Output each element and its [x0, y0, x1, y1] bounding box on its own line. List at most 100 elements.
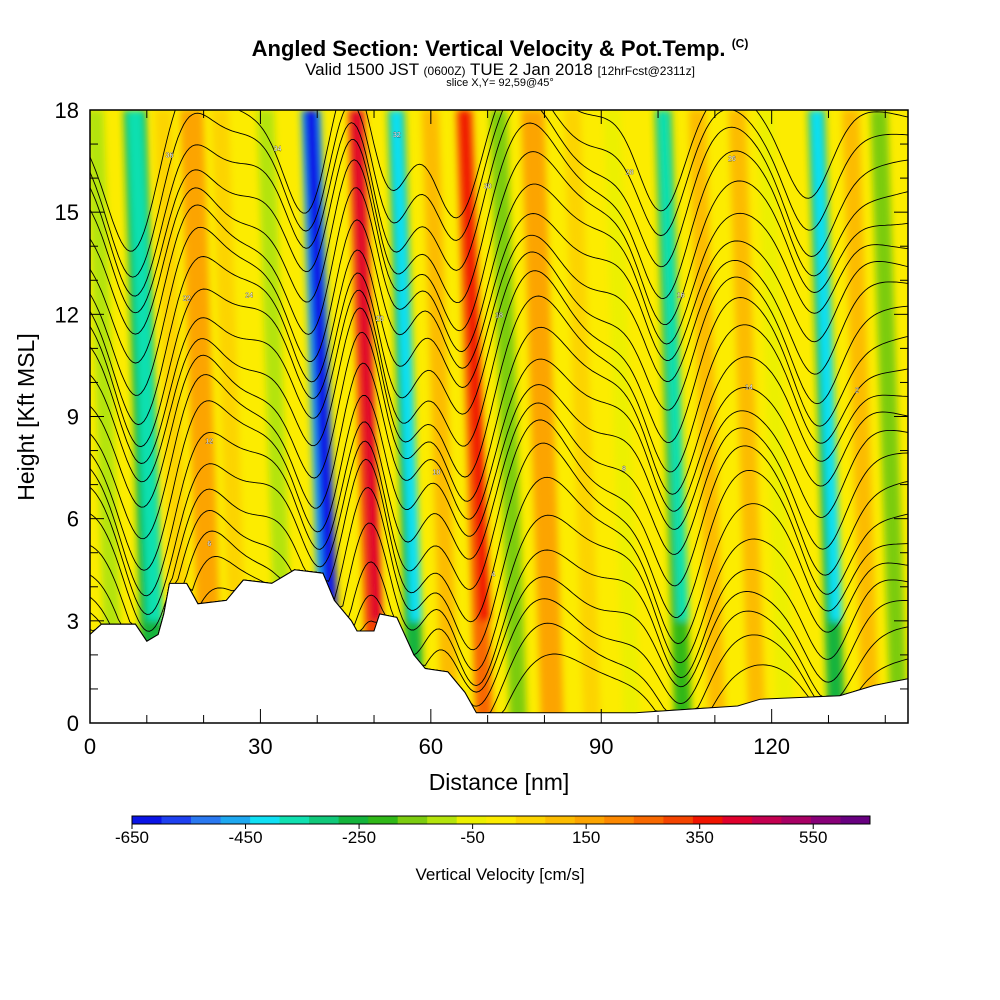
theta-contour [90, 234, 908, 426]
contour-labels: 36 34 32 30 28 26 24 22 20 18 16 14 12 10 8 6 4 2 [165, 132, 859, 579]
colorbar-swatch [722, 816, 753, 824]
velocity-band [688, 110, 726, 723]
chart-subtitle: Valid 1500 JST (0600Z) TUE 2 Jan 2018 [1… [0, 60, 1000, 80]
contour-label: 12 [205, 439, 213, 446]
contour-label: 24 [245, 292, 253, 299]
theta-contour [90, 514, 908, 671]
velocity-band [421, 110, 459, 723]
velocity-band [521, 110, 564, 723]
colorbar-swatch [191, 816, 221, 824]
y-tick-label: 15 [55, 200, 79, 225]
contour-label: 28 [626, 170, 634, 177]
theta-contours [90, 110, 908, 714]
velocity-band [211, 110, 249, 723]
x-tick-label: 120 [753, 734, 790, 759]
velocity-band [870, 110, 908, 723]
colorbar-swatch [633, 816, 664, 824]
colorbar-swatch [397, 816, 428, 824]
y-tick-label: 18 [55, 98, 79, 123]
x-tick-label: 90 [589, 734, 613, 759]
contour-label: 2 [855, 388, 859, 395]
theta-contour [90, 569, 908, 693]
y-tick-label: 3 [67, 609, 79, 634]
colorbar-swatch [279, 816, 310, 824]
colorbar-swatch [751, 816, 782, 824]
colorbar-label: -50 [460, 828, 485, 847]
velocity-band-core [304, 110, 338, 621]
colorbar-swatch [663, 816, 694, 824]
chart-title: Angled Section: Vertical Velocity & Pot.… [0, 36, 1000, 62]
theta-contour [90, 270, 908, 464]
colorbar-swatch [545, 816, 576, 824]
theta-contour [90, 110, 908, 252]
contour-label: 32 [393, 132, 401, 139]
theta-contour [90, 213, 908, 396]
velocity-band-core [657, 110, 690, 621]
chart-title-tag: (C) [731, 36, 749, 51]
velocity-band [154, 110, 192, 723]
contour-label: 26 [728, 156, 736, 163]
theta-contour [90, 549, 908, 686]
y-tick-label: 0 [67, 711, 79, 736]
colorbar-swatch [486, 816, 517, 824]
valid-utc: (0600Z) [423, 64, 466, 78]
colorbar-swatch [161, 816, 192, 824]
plot-area: 36 34 32 30 28 26 24 22 20 18 16 14 12 10 8 6 4 2 [90, 110, 908, 723]
colorbar-swatch [692, 816, 723, 824]
colorbar-swatch [840, 816, 871, 824]
theta-contour [90, 110, 908, 297]
colorbar-swatch [338, 816, 369, 824]
x-tick-label: 0 [84, 734, 96, 759]
contour-label: 30 [484, 183, 492, 190]
theta-contour [90, 402, 908, 597]
theta-contour [90, 326, 908, 508]
theta-contour [90, 151, 908, 335]
valid-time: Valid 1500 JST [305, 60, 419, 79]
valid-date: TUE 2 Jan 2018 [469, 60, 593, 79]
contour-label: 22 [183, 296, 191, 303]
colorbar-swatch [368, 816, 399, 824]
chart-title-text: Angled Section: Vertical Velocity & Pot.… [251, 36, 726, 61]
y-axis-title: Height [Kft MSL] [13, 333, 39, 500]
colorbar-label: 150 [572, 828, 600, 847]
theta-contour [90, 122, 908, 314]
colorbar-title: Vertical Velocity [cm/s] [415, 865, 584, 884]
colorbar-swatch [515, 816, 546, 824]
colorbar-swatch [574, 816, 605, 824]
x-tick-label: 60 [419, 734, 443, 759]
theta-contour [90, 110, 908, 278]
velocity-band [489, 110, 527, 723]
contour-label: 18 [495, 313, 503, 320]
theta-contour [90, 442, 908, 632]
colorbar-label: -250 [342, 828, 376, 847]
slice-info: slice X,Y= 92,59@45° [446, 77, 554, 89]
forecast-info: [12hrFcst@2311z] [597, 64, 695, 78]
contour-label: 10 [433, 469, 441, 476]
theta-contour [90, 251, 908, 448]
colorbar-swatch [427, 816, 458, 824]
colorbar-swatch [604, 816, 635, 824]
contour-label: 36 [166, 153, 174, 160]
colorbar-label: -450 [229, 828, 263, 847]
contour-label: 20 [376, 316, 384, 323]
contour-label: 34 [274, 146, 282, 153]
velocity-band-core [810, 110, 843, 621]
colorbar-swatch [456, 816, 487, 824]
velocity-band [756, 110, 794, 723]
colorbar-frame [131, 815, 871, 825]
theta-contour [90, 419, 908, 615]
velocity-band [180, 110, 223, 723]
colorbar-swatch [250, 816, 281, 824]
colorbar-swatch [811, 816, 841, 824]
contour-label: 16 [677, 292, 685, 299]
x-axis-title: Distance [nm] [429, 769, 570, 795]
velocity-bands [90, 110, 908, 723]
y-tick-label: 12 [55, 302, 79, 327]
colorbar-label: -650 [115, 828, 149, 847]
colorbar: -650 -450 -250 -50 150 350 550 [115, 815, 871, 847]
colorbar-swatch [132, 816, 162, 824]
velocity-band [842, 110, 880, 723]
colorbar-label: 550 [799, 828, 827, 847]
theta-contour [90, 183, 908, 364]
